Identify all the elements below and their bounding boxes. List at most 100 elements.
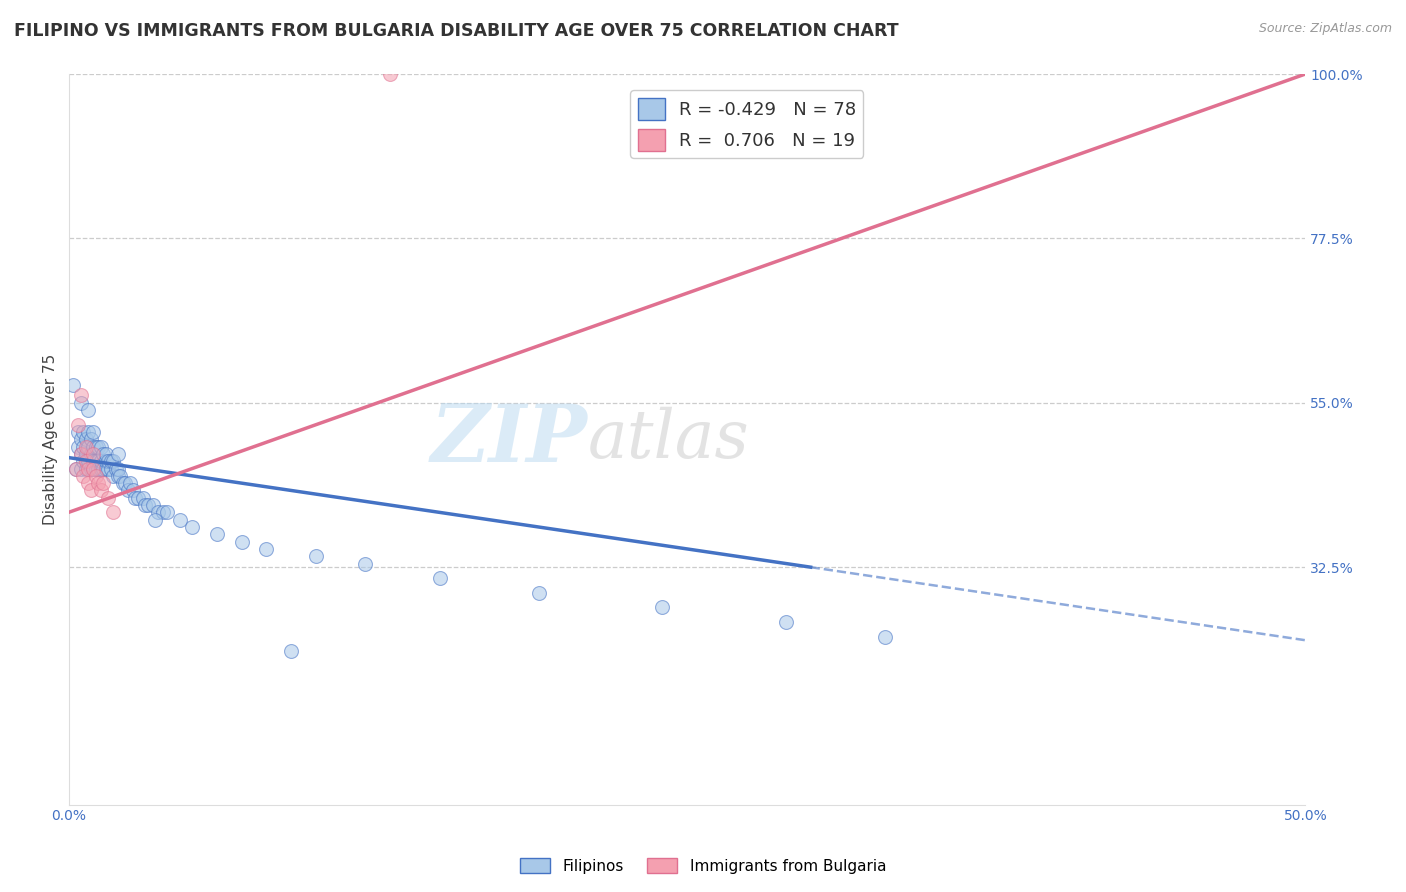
Point [91, 447, 114, 461]
Point [231, 534, 253, 549]
Point [80, 433, 103, 447]
Point [70, 447, 93, 461]
Point [82, 425, 104, 439]
Point [143, 513, 166, 527]
Point [354, 557, 377, 571]
Point [70, 447, 93, 461]
Point [100, 461, 122, 475]
Point [775, 615, 797, 629]
Point [84, 468, 107, 483]
Point [82, 461, 104, 475]
Point [107, 468, 129, 483]
Point [65, 461, 87, 475]
Point [91, 461, 114, 475]
Point [77, 440, 100, 454]
Text: ZIP: ZIP [432, 401, 588, 478]
Point [77, 454, 100, 468]
Point [100, 454, 122, 468]
Point [181, 520, 204, 534]
Point [82, 454, 104, 468]
Point [82, 440, 104, 454]
Point [75, 447, 97, 461]
Point [87, 461, 110, 475]
Point [156, 505, 179, 519]
Point [378, 67, 401, 81]
Point [117, 483, 139, 498]
Point [90, 440, 112, 454]
Point [84, 461, 107, 475]
Point [121, 483, 143, 498]
Y-axis label: Disability Age Over 75: Disability Age Over 75 [44, 354, 58, 525]
Point [107, 461, 129, 475]
Point [305, 549, 328, 564]
Point [146, 505, 169, 519]
Point [110, 468, 132, 483]
Point [72, 454, 94, 468]
Legend: R = -0.429   N = 78, R =  0.706   N = 19: R = -0.429 N = 78, R = 0.706 N = 19 [630, 90, 863, 158]
Point [152, 505, 174, 519]
Point [80, 461, 103, 475]
Point [80, 447, 103, 461]
Point [84, 454, 107, 468]
Point [82, 447, 104, 461]
Point [87, 476, 110, 491]
Point [97, 454, 120, 468]
Point [72, 425, 94, 439]
Point [101, 468, 124, 483]
Point [111, 476, 134, 491]
Text: FILIPINO VS IMMIGRANTS FROM BULGARIA DISABILITY AGE OVER 75 CORRELATION CHART: FILIPINO VS IMMIGRANTS FROM BULGARIA DIS… [14, 22, 898, 40]
Point [87, 454, 110, 468]
Point [80, 483, 103, 498]
Legend: Filipinos, Immigrants from Bulgaria: Filipinos, Immigrants from Bulgaria [513, 852, 893, 880]
Point [75, 454, 97, 468]
Point [94, 447, 117, 461]
Point [136, 498, 159, 512]
Point [429, 571, 451, 585]
Point [87, 440, 110, 454]
Point [134, 498, 156, 512]
Point [97, 491, 120, 505]
Point [75, 433, 97, 447]
Point [107, 447, 129, 461]
Point [70, 396, 93, 410]
Text: atlas: atlas [588, 407, 749, 472]
Point [70, 433, 93, 447]
Point [101, 505, 124, 519]
Point [77, 476, 100, 491]
Point [142, 498, 165, 512]
Point [82, 461, 104, 475]
Point [77, 403, 100, 417]
Point [651, 600, 673, 615]
Point [67, 440, 90, 454]
Point [104, 461, 127, 475]
Point [94, 461, 117, 475]
Point [77, 461, 100, 475]
Point [62, 377, 84, 392]
Point [70, 388, 93, 402]
Text: Source: ZipAtlas.com: Source: ZipAtlas.com [1258, 22, 1392, 36]
Point [527, 586, 550, 600]
Point [72, 440, 94, 454]
Point [67, 425, 90, 439]
Point [127, 491, 149, 505]
Point [75, 461, 97, 475]
Point [114, 476, 136, 491]
Point [70, 461, 93, 475]
Point [101, 454, 124, 468]
Point [77, 425, 100, 439]
Point [75, 440, 97, 454]
Point [120, 476, 142, 491]
Point [124, 491, 146, 505]
Point [84, 440, 107, 454]
Point [132, 491, 155, 505]
Point [97, 461, 120, 475]
Point [254, 541, 277, 556]
Point [90, 454, 112, 468]
Point [90, 483, 112, 498]
Point [72, 468, 94, 483]
Point [169, 513, 191, 527]
Point [873, 630, 896, 644]
Point [90, 461, 112, 475]
Point [205, 527, 228, 541]
Point [280, 644, 302, 658]
